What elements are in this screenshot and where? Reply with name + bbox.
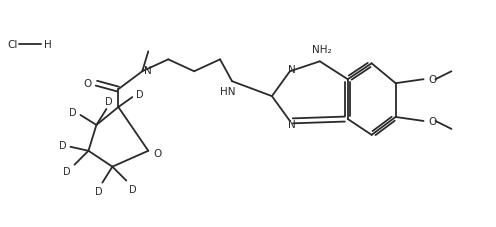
Text: N: N — [288, 65, 296, 75]
Text: O: O — [429, 116, 437, 126]
Text: D: D — [105, 97, 112, 107]
Text: O: O — [83, 79, 92, 89]
Text: HN: HN — [220, 87, 236, 97]
Text: N: N — [288, 119, 296, 129]
Text: NH₂: NH₂ — [312, 45, 332, 55]
Text: D: D — [68, 108, 76, 118]
Text: O: O — [429, 75, 437, 85]
Text: D: D — [59, 140, 66, 150]
Text: N: N — [144, 66, 152, 76]
Text: D: D — [136, 90, 144, 100]
Text: D: D — [128, 184, 136, 194]
Text: O: O — [153, 148, 161, 158]
Text: D: D — [95, 186, 102, 196]
Text: D: D — [62, 166, 70, 176]
Text: Cl: Cl — [7, 40, 18, 50]
Text: H: H — [44, 40, 52, 50]
